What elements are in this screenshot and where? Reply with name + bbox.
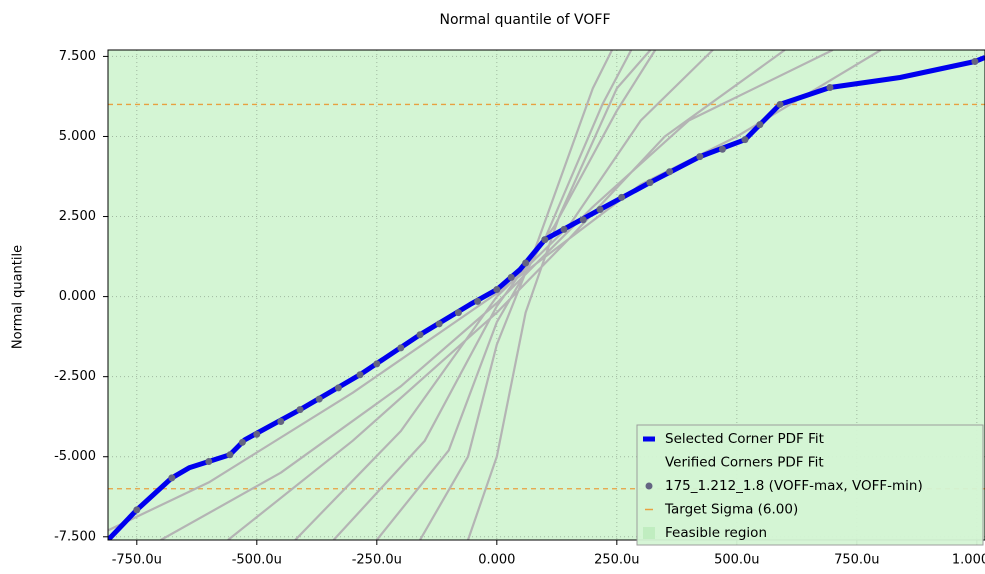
y-tick-label: -7.500 (54, 529, 96, 544)
scatter-point (373, 360, 381, 368)
scatter-point (474, 297, 482, 305)
scatter-point (618, 193, 626, 201)
scatter-point (493, 286, 501, 294)
scatter-point (277, 418, 285, 426)
series-line (108, 55, 985, 540)
x-tick-label: -500.0u (232, 553, 282, 568)
legend-label: Verified Corners PDF Fit (665, 455, 824, 471)
scatter-point (334, 384, 342, 392)
y-tick-label: 7.500 (59, 49, 96, 64)
scatter-point (579, 216, 587, 224)
scatter-point (741, 136, 749, 144)
scatter-point (596, 205, 604, 213)
scatter-point (253, 430, 261, 438)
legend-label: Target Sigma (6.00) (664, 502, 798, 518)
scatter-point (226, 451, 234, 459)
x-tick-label: 250.0u (594, 553, 639, 568)
x-tick-label: 0.000 (478, 553, 515, 568)
plot-frame (107, 49, 985, 541)
scatter-point (397, 344, 405, 352)
scatter-point (507, 273, 515, 281)
y-tick-label: -5.000 (54, 449, 96, 464)
scatter-point (416, 331, 424, 339)
legend-label: Feasible region (665, 525, 767, 541)
y-axis-label: Normal quantile (11, 245, 26, 349)
scatter-point (560, 225, 568, 233)
y-tick-label: 2.500 (59, 209, 96, 224)
chart-title: Normal quantile of VOFF (439, 12, 610, 28)
scatter-point (826, 83, 834, 91)
scatter-point (718, 145, 726, 153)
x-tick-label: 500.0u (714, 553, 759, 568)
x-tick-label: 1.000m (952, 553, 985, 568)
scatter-point (435, 320, 443, 328)
legend-box (636, 424, 984, 546)
scatter-point (454, 309, 462, 317)
scatter-point (238, 438, 246, 446)
scatter-point (646, 179, 654, 187)
x-tick-label: -250.0u (352, 553, 402, 568)
legend-symbol (645, 482, 653, 490)
scatter-point (356, 371, 364, 379)
plot-area (108, 50, 985, 540)
scatter-point (522, 259, 530, 267)
scatter-point (205, 458, 213, 466)
scatter-point (971, 58, 979, 66)
legend-label: 175_1.212_1.8 (VOFF-max, VOFF-min) (665, 478, 923, 494)
x-tick-label: 750.0u (834, 553, 879, 568)
scatter-point (133, 506, 141, 514)
y-tick-label: -2.500 (54, 369, 96, 384)
legend-symbol (643, 527, 655, 539)
scatter-point (168, 474, 176, 482)
scatter-point (541, 236, 549, 244)
y-tick-label: 5.000 (59, 129, 96, 144)
scatter-point (696, 153, 704, 161)
scatter-point (666, 168, 674, 176)
scatter-point (315, 395, 323, 403)
scatter-point (756, 121, 764, 129)
scatter-point (776, 100, 784, 108)
y-tick-label: 0.000 (59, 289, 96, 304)
scatter-point (296, 406, 304, 414)
legend-label: Selected Corner PDF Fit (665, 431, 824, 447)
x-tick-label: -750.0u (112, 553, 162, 568)
